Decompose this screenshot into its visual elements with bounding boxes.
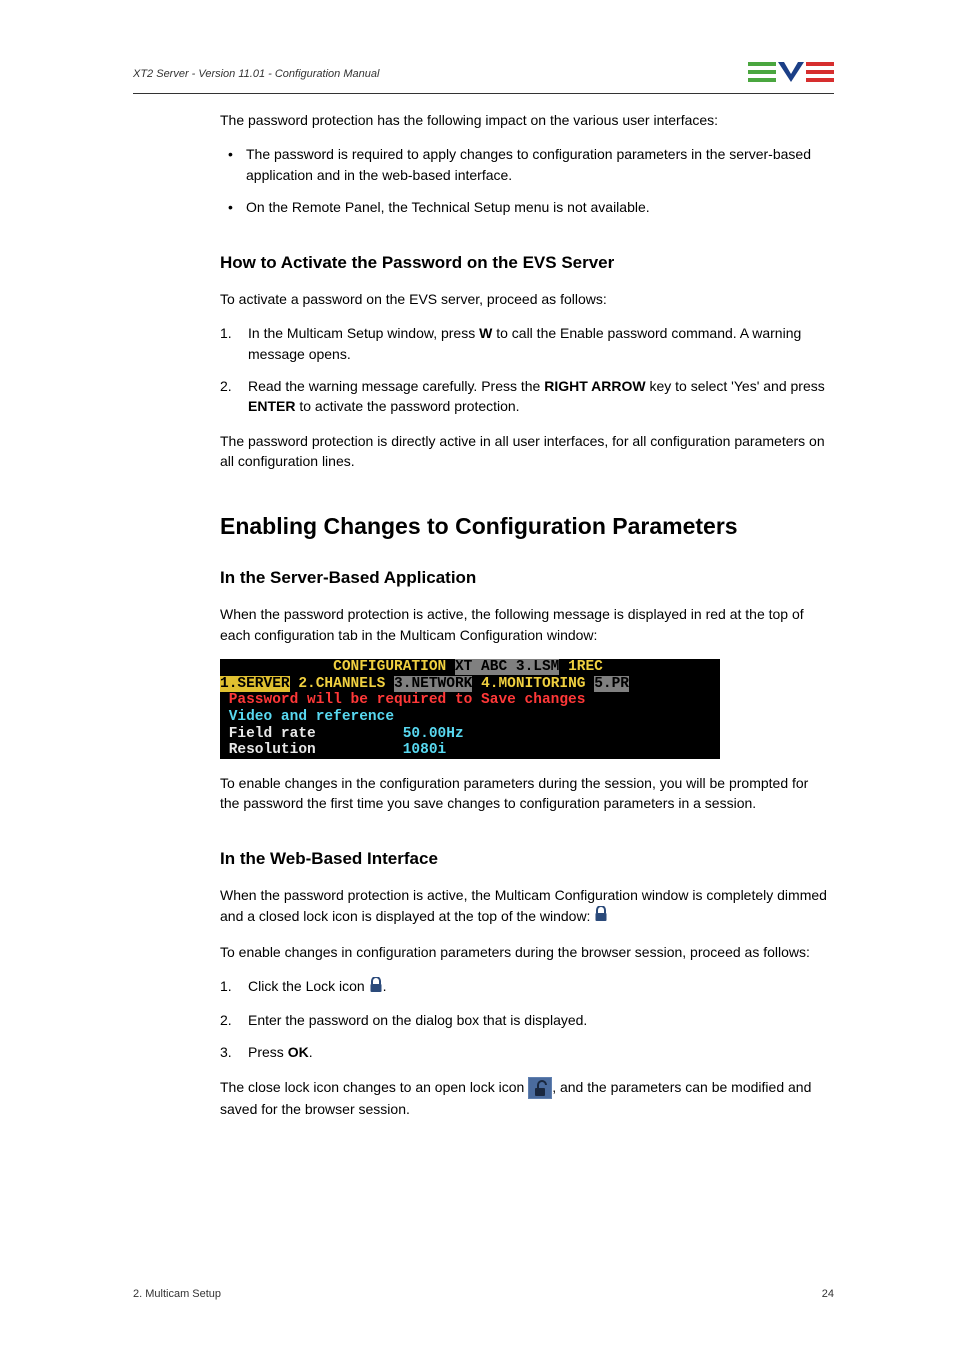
list-item: On the Remote Panel, the Technical Setup…	[220, 197, 830, 217]
step-number: 1.	[220, 323, 232, 343]
key-enter: ENTER	[248, 398, 295, 414]
server-app-p2: To enable changes in the configuration p…	[220, 773, 830, 814]
terminal-screenshot: CONFIGURATION XT ABC 3.LSM 1REC 1.SERVER…	[220, 659, 720, 759]
key-ok: OK	[288, 1044, 309, 1060]
step-text-part: Click the Lock icon	[248, 978, 369, 994]
terminal-line: CONFIGURATION XT ABC 3.LSM 1REC	[220, 659, 720, 676]
open-lock-icon	[528, 1077, 552, 1099]
step-text-part: Read the warning message carefully. Pres…	[248, 378, 544, 394]
page-content: The password protection has the followin…	[220, 110, 830, 1133]
list-item: The password is required to apply change…	[220, 144, 830, 185]
terminal-msg: Password will be required to Save change…	[220, 692, 720, 709]
step-text-part: In the Multicam Setup window, press	[248, 325, 479, 341]
step-text-part: to activate the password protection.	[295, 398, 519, 414]
terminal-section: Video and reference	[220, 709, 720, 726]
page-footer: 2. Multicam Setup 24	[133, 1288, 834, 1300]
header-title: XT2 Server - Version 11.01 - Configurati…	[133, 68, 379, 80]
list-item: 1. Click the Lock icon .	[220, 976, 830, 998]
step-text-part: .	[383, 978, 387, 994]
list-item: 2. Read the warning message carefully. P…	[220, 376, 830, 417]
lock-icon	[369, 977, 383, 998]
step-text: Enter the password on the dialog box tha…	[248, 1012, 587, 1028]
web-p3: The close lock icon changes to an open l…	[220, 1077, 830, 1120]
terminal-row: Resolution 1080i	[220, 742, 720, 759]
enabling-heading: Enabling Changes to Configuration Parame…	[220, 513, 830, 540]
server-app-p1: When the password protection is active, …	[220, 604, 830, 645]
key-W: W	[479, 325, 492, 341]
terminal-row: Field rate 50.00Hz	[220, 726, 720, 743]
step-text-part: .	[309, 1044, 313, 1060]
step-number: 2.	[220, 1010, 232, 1030]
page-number: 24	[822, 1288, 834, 1300]
web-p2: To enable changes in configuration param…	[220, 942, 830, 962]
page-header: XT2 Server - Version 11.01 - Configurati…	[133, 60, 834, 94]
lock-icon	[594, 906, 608, 927]
web-p1: When the password protection is active, …	[220, 885, 830, 927]
intro-paragraph: The password protection has the followin…	[220, 110, 830, 130]
step-number: 3.	[220, 1042, 232, 1062]
activate-steps: 1. In the Multicam Setup window, press W…	[220, 323, 830, 416]
step-number: 1.	[220, 976, 232, 996]
intro-bullets: The password is required to apply change…	[220, 144, 830, 217]
web-steps: 1. Click the Lock icon . 2. Enter the pa…	[220, 976, 830, 1063]
activate-intro: To activate a password on the EVS server…	[220, 289, 830, 309]
web-heading: In the Web-Based Interface	[220, 849, 830, 869]
activate-note: The password protection is directly acti…	[220, 431, 830, 472]
list-item: 3. Press OK.	[220, 1042, 830, 1062]
server-app-heading: In the Server-Based Application	[220, 568, 830, 588]
step-text-part: key to select 'Yes' and press	[646, 378, 825, 394]
footer-section: 2. Multicam Setup	[133, 1288, 221, 1300]
list-item: 1. In the Multicam Setup window, press W…	[220, 323, 830, 364]
evs-logo	[748, 60, 834, 87]
key-right-arrow: RIGHT ARROW	[544, 378, 645, 394]
terminal-tabs: 1.SERVER 2.CHANNELS 3.NETWORK 4.MONITORI…	[220, 676, 720, 693]
step-number: 2.	[220, 376, 232, 396]
activate-heading: How to Activate the Password on the EVS …	[220, 253, 830, 273]
step-text-part: Press	[248, 1044, 288, 1060]
list-item: 2. Enter the password on the dialog box …	[220, 1010, 830, 1030]
